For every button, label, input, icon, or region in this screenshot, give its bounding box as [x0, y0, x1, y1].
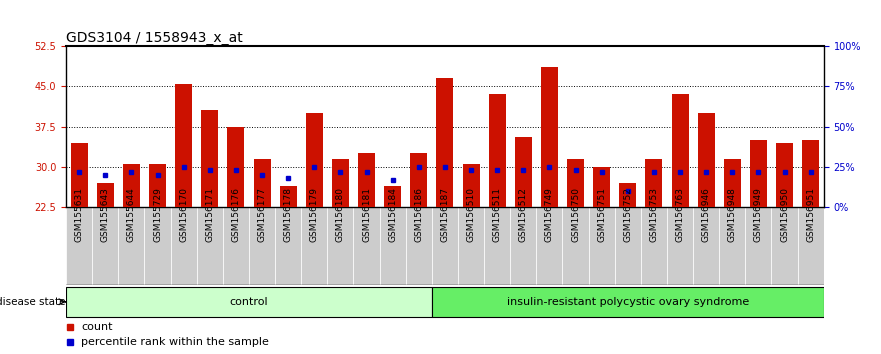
FancyBboxPatch shape	[640, 207, 667, 285]
Text: GSM156750: GSM156750	[571, 187, 580, 242]
Text: count: count	[81, 321, 113, 332]
Text: GSM156946: GSM156946	[701, 187, 711, 242]
FancyBboxPatch shape	[537, 207, 562, 285]
FancyBboxPatch shape	[693, 207, 719, 285]
FancyBboxPatch shape	[301, 207, 328, 285]
Bar	[149, 164, 166, 207]
FancyBboxPatch shape	[719, 207, 745, 285]
Text: GSM156948: GSM156948	[728, 187, 737, 242]
Text: GSM156181: GSM156181	[362, 187, 371, 242]
Text: insulin-resistant polycystic ovary syndrome: insulin-resistant polycystic ovary syndr…	[507, 297, 749, 307]
FancyBboxPatch shape	[772, 207, 797, 285]
Bar	[279, 185, 297, 207]
Text: disease state: disease state	[0, 297, 65, 307]
Text: GSM156951: GSM156951	[806, 187, 815, 242]
FancyBboxPatch shape	[615, 207, 640, 285]
Text: GSM156176: GSM156176	[232, 187, 241, 242]
FancyBboxPatch shape	[223, 207, 249, 285]
Text: GSM156510: GSM156510	[467, 187, 476, 242]
Bar	[567, 159, 584, 207]
Bar	[436, 78, 454, 207]
Bar	[358, 153, 375, 207]
Text: GSM156180: GSM156180	[336, 187, 344, 242]
Bar	[724, 159, 741, 207]
Text: GSM156749: GSM156749	[545, 187, 554, 242]
Text: GSM156170: GSM156170	[179, 187, 189, 242]
Bar	[803, 140, 819, 207]
Text: GSM156184: GSM156184	[389, 187, 397, 242]
Text: GSM156751: GSM156751	[597, 187, 606, 242]
FancyBboxPatch shape	[380, 207, 406, 285]
Bar	[463, 164, 479, 207]
Bar	[254, 159, 270, 207]
Text: GSM156171: GSM156171	[205, 187, 214, 242]
FancyBboxPatch shape	[510, 207, 537, 285]
Bar	[593, 167, 611, 207]
Text: GSM156178: GSM156178	[284, 187, 292, 242]
FancyBboxPatch shape	[144, 207, 171, 285]
Text: GSM156177: GSM156177	[257, 187, 267, 242]
Text: GSM156752: GSM156752	[623, 187, 633, 242]
Text: GSM156753: GSM156753	[649, 187, 658, 242]
FancyBboxPatch shape	[275, 207, 301, 285]
Bar	[332, 159, 349, 207]
FancyBboxPatch shape	[249, 207, 275, 285]
FancyBboxPatch shape	[797, 207, 824, 285]
FancyBboxPatch shape	[589, 207, 615, 285]
Text: GSM155644: GSM155644	[127, 187, 136, 242]
Bar	[70, 143, 87, 207]
Text: GSM156763: GSM156763	[676, 187, 685, 242]
Text: GSM156187: GSM156187	[440, 187, 449, 242]
FancyBboxPatch shape	[745, 207, 772, 285]
FancyBboxPatch shape	[196, 207, 223, 285]
Bar	[619, 183, 636, 207]
Bar	[698, 113, 714, 207]
Bar	[201, 110, 218, 207]
FancyBboxPatch shape	[353, 207, 380, 285]
Bar	[122, 164, 140, 207]
FancyBboxPatch shape	[458, 207, 484, 285]
Bar	[97, 183, 114, 207]
FancyBboxPatch shape	[432, 207, 458, 285]
FancyBboxPatch shape	[66, 287, 432, 317]
Bar	[541, 68, 558, 207]
Text: GDS3104 / 1558943_x_at: GDS3104 / 1558943_x_at	[66, 31, 243, 45]
Bar	[384, 185, 401, 207]
Text: GSM156949: GSM156949	[754, 187, 763, 242]
Text: GSM155729: GSM155729	[153, 187, 162, 242]
Text: GSM156511: GSM156511	[492, 187, 501, 242]
FancyBboxPatch shape	[432, 287, 824, 317]
Bar	[776, 143, 793, 207]
Bar	[175, 84, 192, 207]
FancyBboxPatch shape	[667, 207, 693, 285]
FancyBboxPatch shape	[118, 207, 144, 285]
FancyBboxPatch shape	[406, 207, 432, 285]
FancyBboxPatch shape	[484, 207, 510, 285]
Text: GSM155643: GSM155643	[100, 187, 110, 242]
Bar	[750, 140, 766, 207]
Text: GSM155631: GSM155631	[75, 187, 84, 242]
FancyBboxPatch shape	[328, 207, 353, 285]
Text: GSM156179: GSM156179	[310, 187, 319, 242]
Text: control: control	[230, 297, 269, 307]
Text: GSM156950: GSM156950	[780, 187, 789, 242]
Text: percentile rank within the sample: percentile rank within the sample	[81, 337, 270, 348]
FancyBboxPatch shape	[93, 207, 118, 285]
FancyBboxPatch shape	[171, 207, 196, 285]
Bar	[489, 95, 506, 207]
FancyBboxPatch shape	[562, 207, 589, 285]
Bar	[515, 137, 532, 207]
Bar	[646, 159, 663, 207]
Text: GSM156512: GSM156512	[519, 187, 528, 242]
Bar	[227, 127, 244, 207]
FancyBboxPatch shape	[66, 207, 93, 285]
Bar	[306, 113, 322, 207]
Bar	[411, 153, 427, 207]
Bar	[671, 95, 689, 207]
Text: GSM156186: GSM156186	[414, 187, 423, 242]
